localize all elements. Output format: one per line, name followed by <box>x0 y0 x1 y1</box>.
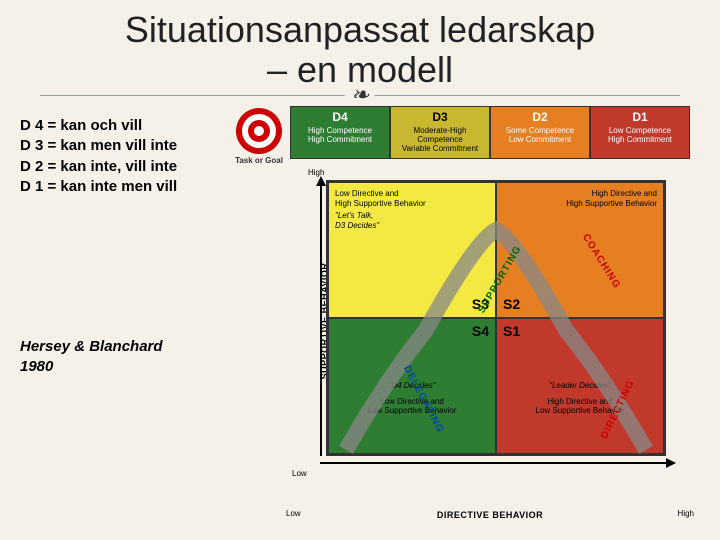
dev-d1: D1 Low Competence High Commitment <box>590 106 690 158</box>
quad-s3: Low Directive and High Supportive Behavi… <box>328 182 496 318</box>
bullseye-icon <box>236 108 282 154</box>
arrow-up-icon <box>316 176 326 186</box>
x-axis-label: DIRECTIVE BEHAVIOR <box>437 510 543 520</box>
left-column: D 4 = kan och vill D 3 = kan men vill in… <box>20 106 280 506</box>
dev-d4: D4 High Competence High Commitment <box>290 106 390 158</box>
citation-year: 1980 <box>20 357 280 377</box>
x-axis-line <box>320 462 670 464</box>
title-rule: ❧ <box>40 95 680 96</box>
legend-d1: D 1 = kan inte men vill <box>20 177 280 197</box>
dev-d2: D2 Some Competence Low Commitment <box>490 106 590 158</box>
axis-low-x: Low <box>286 509 301 518</box>
citation-authors: Hersey & Blanchard <box>20 337 280 357</box>
s2-label: S2 <box>503 296 520 313</box>
citation: Hersey & Blanchard 1980 <box>20 337 280 376</box>
slide-title: Situationsanpassat ledarskap – en modell <box>0 0 720 89</box>
content-area: D 4 = kan och vill D 3 = kan men vill in… <box>0 96 720 516</box>
s1-label: S1 <box>503 323 520 340</box>
flourish-icon: ❧ <box>345 82 375 108</box>
axis-low-y: Low <box>292 469 307 478</box>
sl2-diagram: Task or Goal D4 High Competence High Com… <box>290 106 690 506</box>
dev-d3: D3 Moderate-High Competence Variable Com… <box>390 106 490 158</box>
bullseye-label: Task or Goal <box>234 156 284 165</box>
development-row: D4 High Competence High Commitment D3 Mo… <box>290 106 690 158</box>
axis-high-x: High <box>678 509 694 518</box>
arrow-right-icon <box>666 458 676 468</box>
right-column: Task or Goal D4 High Competence High Com… <box>280 106 700 506</box>
s4-label: S4 <box>472 323 489 340</box>
quad-s1: S1 "Leader Decides" High Directive and L… <box>496 318 664 454</box>
title-line1: Situationsanpassat ledarskap <box>125 9 595 50</box>
